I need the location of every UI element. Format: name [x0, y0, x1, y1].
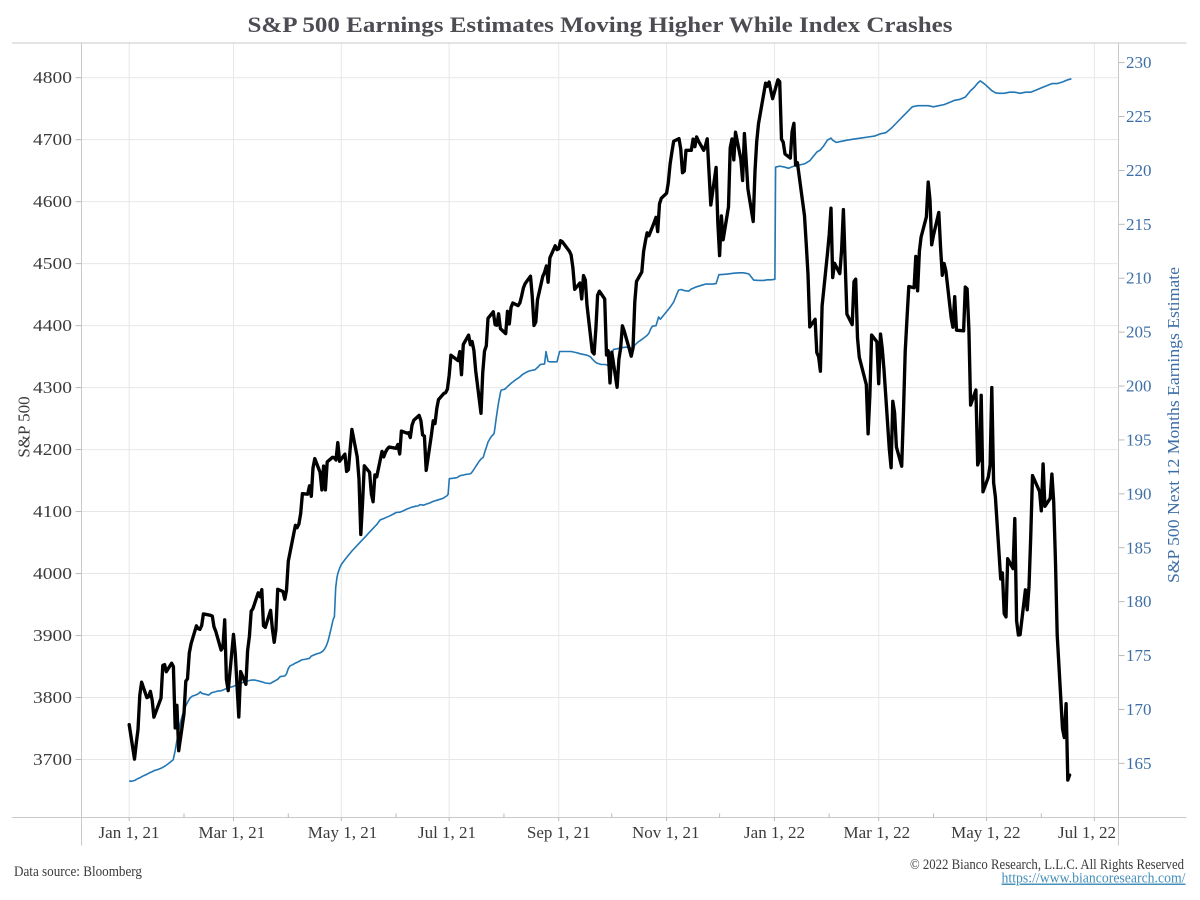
- svg-text:Jan 1, 21: Jan 1, 21: [99, 823, 160, 842]
- svg-text:4100: 4100: [33, 502, 72, 521]
- svg-text:Data source: Bloomberg: Data source: Bloomberg: [14, 864, 142, 880]
- svg-text:S&P 500 Earnings Estimates Mov: S&P 500 Earnings Estimates Moving Higher…: [248, 12, 953, 37]
- svg-text:195: 195: [1126, 430, 1152, 449]
- svg-text:175: 175: [1126, 646, 1152, 665]
- svg-text:190: 190: [1126, 484, 1152, 503]
- svg-text:220: 220: [1126, 161, 1152, 180]
- svg-text:Jan 1, 22: Jan 1, 22: [744, 823, 805, 842]
- svg-text:S&P 500 Next 12 Months Earning: S&P 500 Next 12 Months Earnings Estimate: [1164, 267, 1183, 583]
- svg-text:4800: 4800: [33, 68, 72, 87]
- svg-text:230: 230: [1126, 53, 1152, 72]
- svg-text:3800: 3800: [33, 688, 72, 707]
- svg-text:205: 205: [1126, 323, 1152, 342]
- svg-text:Mar 1, 21: Mar 1, 21: [199, 823, 266, 842]
- svg-text:4700: 4700: [33, 130, 72, 149]
- svg-text:185: 185: [1126, 538, 1152, 557]
- svg-text:Jul 1, 22: Jul 1, 22: [1058, 823, 1116, 842]
- svg-text:210: 210: [1126, 269, 1152, 288]
- svg-text:3900: 3900: [33, 626, 72, 645]
- svg-text:200: 200: [1126, 377, 1152, 396]
- svg-text:© 2022 Bianco Research, L.L.C.: © 2022 Bianco Research, L.L.C. All Right…: [910, 857, 1184, 873]
- svg-text:180: 180: [1126, 592, 1152, 611]
- svg-text:3700: 3700: [33, 750, 72, 769]
- svg-text:Jul 1, 21: Jul 1, 21: [418, 823, 476, 842]
- svg-text:4500: 4500: [33, 254, 72, 273]
- svg-text:170: 170: [1126, 700, 1152, 719]
- svg-text:Mar 1, 22: Mar 1, 22: [844, 823, 911, 842]
- svg-text:Sep 1, 21: Sep 1, 21: [527, 823, 591, 842]
- svg-text:May 1, 22: May 1, 22: [951, 823, 1020, 842]
- svg-text:May 1, 21: May 1, 21: [308, 823, 377, 842]
- svg-text:S&P 500: S&P 500: [15, 396, 34, 457]
- svg-text:215: 215: [1126, 215, 1152, 234]
- svg-text:165: 165: [1126, 754, 1152, 773]
- svg-text:4400: 4400: [33, 316, 72, 335]
- svg-text:https://www.biancoresearch.com: https://www.biancoresearch.com/: [1002, 871, 1187, 887]
- svg-text:4200: 4200: [33, 440, 72, 459]
- svg-text:4000: 4000: [33, 564, 72, 583]
- svg-text:225: 225: [1126, 107, 1152, 126]
- svg-text:Nov 1, 21: Nov 1, 21: [632, 823, 700, 842]
- svg-text:4300: 4300: [33, 378, 72, 397]
- svg-text:4600: 4600: [33, 192, 72, 211]
